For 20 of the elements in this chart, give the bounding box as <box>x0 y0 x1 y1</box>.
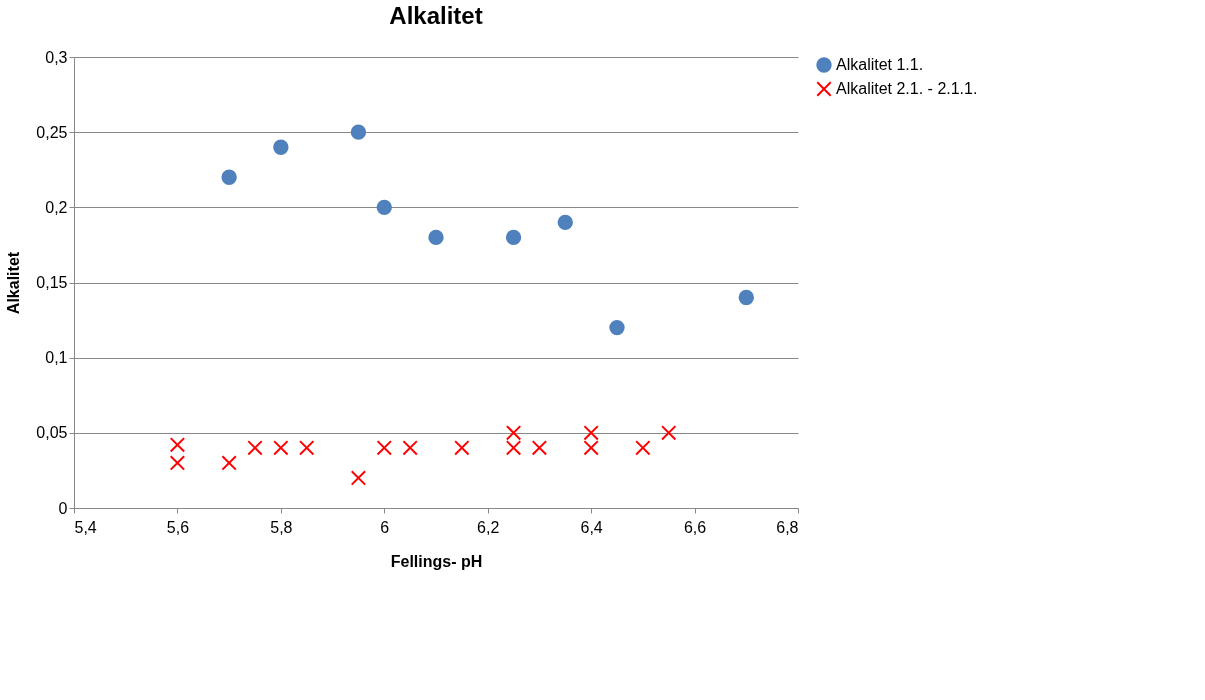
y-tick-label: 0,3 <box>45 48 68 66</box>
x-tick-label: 5,4 <box>74 518 97 536</box>
y-tick-label: 0,1 <box>45 349 68 367</box>
x-axis-title: Fellings- pH <box>390 552 483 570</box>
legend-label: Alkalitet 2.1. - 2.1.1. <box>836 80 978 97</box>
x-tick-label: 5,8 <box>270 518 293 536</box>
legend-label: Alkalitet 1.1. <box>836 56 924 73</box>
y-tick-label: 0 <box>58 499 68 517</box>
y-tick-label: 0,25 <box>36 123 68 141</box>
x-tick-label: 6,6 <box>683 518 707 536</box>
x-tick-label: 5,6 <box>166 518 190 536</box>
y-axis-title: Alkalitet <box>5 251 23 315</box>
x-tick-label: 6,8 <box>776 518 799 536</box>
y-tick-label: 0,2 <box>45 198 68 216</box>
y-tick-label: 0,15 <box>36 274 68 291</box>
x-tick-label: 6,2 <box>477 518 500 536</box>
y-tick-label: 0,05 <box>36 424 68 442</box>
chart-title: Alkalitet <box>389 2 483 29</box>
x-tick-label: 6 <box>380 518 390 536</box>
x-tick-label: 6,4 <box>580 518 603 536</box>
